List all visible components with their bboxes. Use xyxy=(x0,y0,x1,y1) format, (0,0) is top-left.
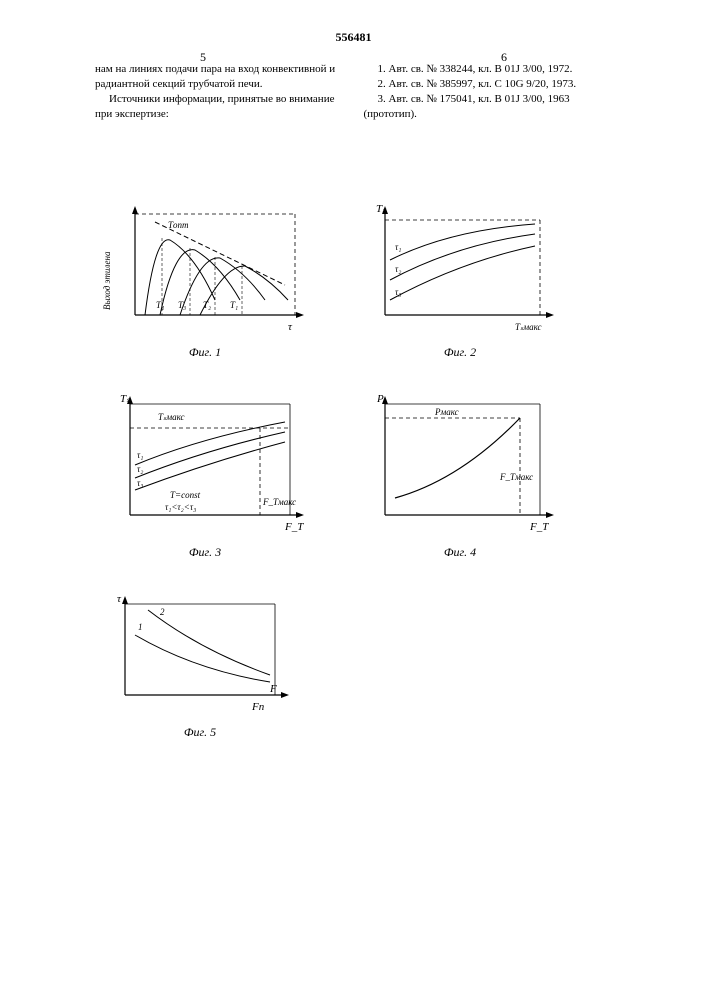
figures-area: Tопт T₄ T₃ T₂ T₁ τ Выход этилена xyxy=(100,200,607,770)
fig1-t2: T₂ xyxy=(203,300,211,310)
fig3-xlabel: F_T xyxy=(284,521,304,533)
left-text-2: Источники информации, принятые во вниман… xyxy=(95,92,344,122)
page-number: 556481 xyxy=(336,30,372,45)
fig4-caption: Фиг. 4 xyxy=(360,545,560,560)
fig3-ftmax: F_Tмакс xyxy=(262,497,296,507)
fig5-svg: 1 2 τ F Fп xyxy=(100,590,300,720)
figure-5: 1 2 τ F Fп Фиг. 5 xyxy=(100,590,300,740)
figure-3: Tₛмакс F_Tмакс τ₁ τ₂ τ₃ T=const τ₁<τ₂<τ₃… xyxy=(100,390,310,560)
fig2-svg: τ₁ τ₂ τ₃ Tₛ Tₛмакс xyxy=(360,200,560,340)
fig1-t4: T₄ xyxy=(156,300,164,310)
fig2-caption: Фиг. 2 xyxy=(360,345,560,360)
fig3-tconst: T=const xyxy=(170,490,201,500)
fig2-xlabel: Tₛмакс xyxy=(515,322,541,332)
left-text-1: нам на линиях подачи пара на вход конвек… xyxy=(95,63,335,90)
fig1-xlabel: τ xyxy=(288,321,293,333)
fig3-tau3: τ₃ xyxy=(137,478,143,488)
fig4-ylabel: P xyxy=(376,393,384,405)
figure-2: τ₁ τ₂ τ₃ Tₛ Tₛмакс Фиг. 2 xyxy=(360,200,560,360)
fig4-ftmax: F_Tмакс xyxy=(499,472,533,482)
fig4-svg: Pмакс F_Tмакс P F_T xyxy=(360,390,560,540)
ref-2: 2. Авт. св. № 385997, кл. C 10G 9/20, 19… xyxy=(364,77,613,92)
fig1-t1: T₁ xyxy=(230,300,238,310)
fig5-l1: 1 xyxy=(138,622,143,632)
fig4-xlabel: F_T xyxy=(529,521,549,533)
fig3-caption: Фиг. 3 xyxy=(100,545,310,560)
figure-1: Tопт T₄ T₃ T₂ T₁ τ Выход этилена xyxy=(100,200,310,360)
fig3-svg: Tₛмакс F_Tмакс τ₁ τ₂ τ₃ T=const τ₁<τ₂<τ₃… xyxy=(100,390,310,540)
fig5-xlabel: Fп xyxy=(251,701,265,713)
fig2-tau1: τ₁ xyxy=(395,242,401,252)
ref-3: 3. Авт. св. № 175041, кл. B 01J 3/00, 19… xyxy=(364,92,613,122)
fig5-l2: 2 xyxy=(160,607,165,617)
fig2-tau3: τ₃ xyxy=(395,287,401,297)
figure-4: Pмакс F_Tмакс P F_T Фиг. 4 xyxy=(360,390,560,560)
fig4-pmax: Pмакс xyxy=(434,407,459,417)
fig1-caption: Фиг. 1 xyxy=(100,345,310,360)
fig2-ylabel: Tₛ xyxy=(376,203,387,215)
fig3-ylabel: Tₛ xyxy=(120,393,131,405)
text-columns: нам на линиях подачи пара на вход конвек… xyxy=(95,62,612,121)
fig5-ylabel: τ xyxy=(117,593,122,605)
left-column: нам на линиях подачи пара на вход конвек… xyxy=(95,62,344,121)
fig5-xaxis: F xyxy=(269,683,277,695)
fig3-tau1: τ₁ xyxy=(137,450,143,460)
fig3-tauorder: τ₁<τ₂<τ₃ xyxy=(165,502,196,512)
fig1-ylabel: Выход этилена xyxy=(102,251,112,310)
fig3-tau2: τ₂ xyxy=(137,464,143,474)
fig1-svg: Tопт T₄ T₃ T₂ T₁ τ Выход этилена xyxy=(100,200,310,340)
right-column: 1. Авт. св. № 338244, кл. B 01J 3/00, 19… xyxy=(364,62,613,121)
fig1-topt: Tопт xyxy=(168,220,189,230)
fig5-caption: Фиг. 5 xyxy=(100,725,300,740)
fig2-tau2: τ₂ xyxy=(395,264,401,274)
ref-1: 1. Авт. св. № 338244, кл. B 01J 3/00, 19… xyxy=(364,62,613,77)
fig1-t3: T₃ xyxy=(178,300,186,310)
fig3-tsmax: Tₛмакс xyxy=(158,412,184,422)
